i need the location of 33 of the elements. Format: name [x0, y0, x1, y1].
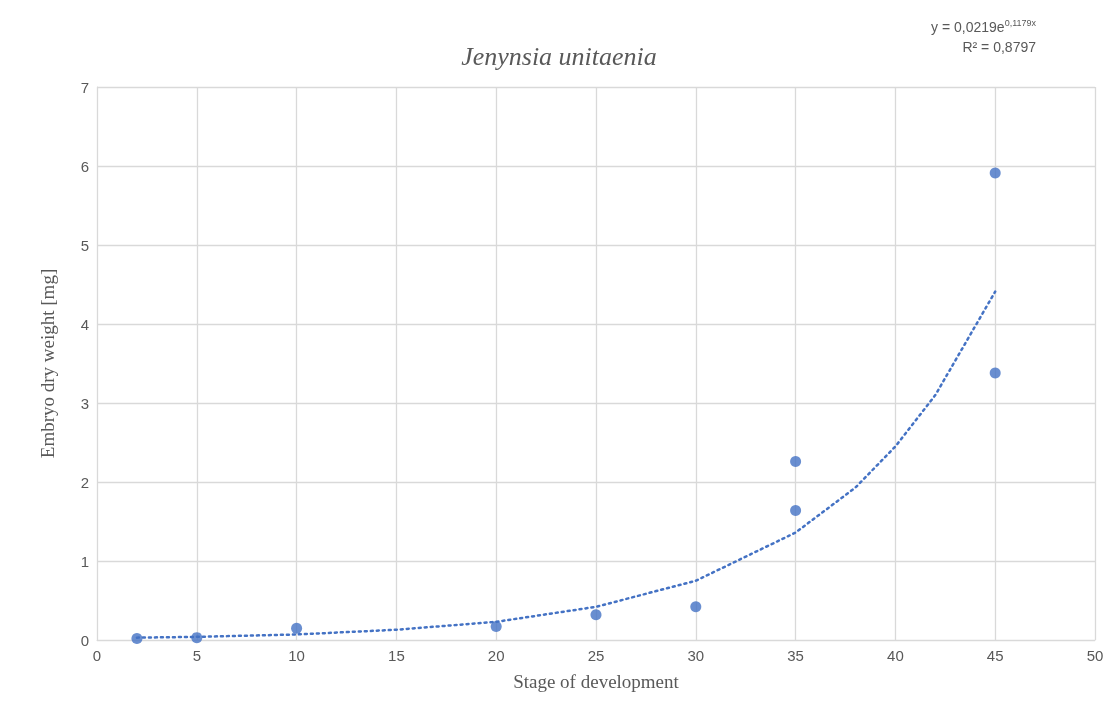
- text: R² = 0,8797: [962, 39, 1037, 55]
- x-tick-label: 35: [787, 647, 804, 664]
- point: [690, 601, 702, 613]
- point: [989, 167, 1001, 179]
- x-tick-label: 40: [887, 647, 904, 664]
- point: [790, 504, 802, 516]
- x-tick-label: 5: [192, 647, 201, 664]
- x-tick-label: 25: [587, 647, 605, 664]
- point: [490, 621, 502, 633]
- x-tick-label: 30: [687, 647, 705, 664]
- point: [989, 367, 1001, 379]
- x-tick-label: 10: [288, 647, 305, 664]
- x-tick-label: 45: [986, 647, 1004, 664]
- point: [790, 455, 802, 467]
- y-tick-label: 2: [80, 473, 89, 491]
- x-axis-title: Stage of development: [513, 671, 680, 692]
- chart-title: Jenynsia unitaenia: [461, 41, 657, 71]
- point: [191, 632, 203, 644]
- point: [590, 609, 602, 621]
- x-tick-label: 0: [92, 647, 102, 664]
- y-tick-label: 0: [80, 631, 89, 649]
- y-tick-label: 3: [80, 394, 89, 412]
- x-tick-label: 20: [487, 647, 505, 664]
- y-tick-label: 4: [80, 315, 89, 333]
- x-tick-label: 15: [388, 647, 405, 664]
- x-tick-label: 50: [1086, 647, 1104, 664]
- y-axis-title: Embryo dry weight [mg]: [37, 268, 58, 459]
- y-tick-label: 7: [80, 78, 89, 96]
- point: [291, 622, 303, 634]
- point: [131, 632, 143, 644]
- y-tick-label: 5: [80, 236, 89, 254]
- y-tick-label: 6: [80, 157, 89, 175]
- y-tick-label: 1: [80, 552, 89, 570]
